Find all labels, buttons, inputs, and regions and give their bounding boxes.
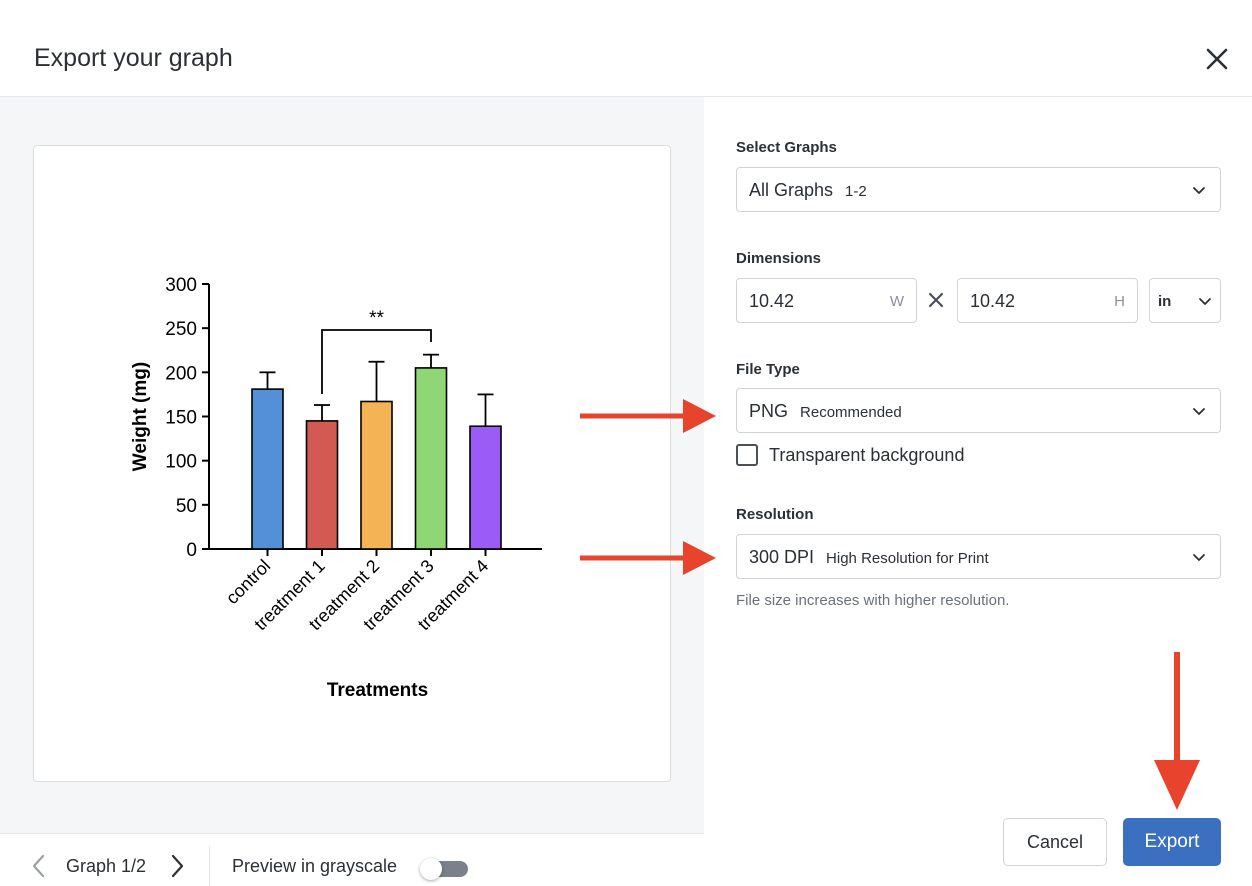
- resolution-hint: File size increases with higher resoluti…: [736, 592, 1010, 609]
- chevron-down-icon: [1193, 187, 1205, 194]
- dimensions-label: Dimensions: [736, 250, 822, 267]
- resolution-sub: High Resolution for Print: [826, 550, 989, 567]
- toggle-knob: [420, 858, 442, 880]
- resolution-dropdown[interactable]: 300 DPI High Resolution for Print: [736, 534, 1221, 579]
- bar-treatment-1: [305, 420, 339, 550]
- select-graphs-label: Select Graphs: [736, 139, 837, 156]
- close-icon: [1206, 48, 1228, 70]
- resolution-value: 300 DPI: [749, 547, 815, 567]
- grayscale-toggle[interactable]: [420, 858, 468, 880]
- graph-page-indicator: Graph 1/2: [66, 856, 147, 876]
- select-graphs-value: All Graphs: [749, 180, 834, 200]
- y-tick-label: 50: [176, 496, 197, 517]
- y-tick-label: 0: [186, 540, 197, 561]
- dialog-header: Export your graph: [0, 0, 1252, 97]
- graph-preview: 0 50 100 150 200 250 300 Weight (mg) control trea…: [33, 145, 671, 782]
- chevron-right-icon: [171, 854, 184, 878]
- file-type-value: PNG: [749, 401, 789, 421]
- significance-label: **: [369, 308, 384, 329]
- preview-pane: 0 50 100 150 200 250 300 Weight (mg) control trea…: [0, 97, 704, 833]
- grayscale-label: Preview in grayscale: [232, 856, 398, 876]
- arrow-export-annotation: [1154, 652, 1200, 810]
- resolution-value-wrap: 300 DPI High Resolution for Print: [749, 547, 989, 568]
- height-input[interactable]: 10.42 H: [957, 278, 1138, 323]
- next-graph-button[interactable]: [166, 852, 188, 880]
- select-graphs-dropdown[interactable]: All Graphs 1-2: [736, 167, 1221, 212]
- close-button[interactable]: [1200, 42, 1234, 76]
- export-button[interactable]: Export: [1123, 818, 1221, 866]
- y-tick-label: 200: [165, 363, 197, 384]
- width-value: 10.42: [749, 291, 795, 311]
- transparent-background-checkbox[interactable]: [736, 444, 758, 466]
- unit-dropdown[interactable]: in: [1149, 278, 1221, 323]
- arrow-resolution-annotation: [580, 541, 716, 575]
- times-icon: [928, 292, 944, 308]
- dialog-title: Export your graph: [34, 44, 233, 72]
- y-tick-label: 300: [165, 275, 197, 296]
- significance-bracket: [321, 329, 432, 394]
- y-tick-label: 250: [165, 319, 197, 340]
- footer-divider: [209, 846, 210, 886]
- chevron-down-icon: [1199, 298, 1211, 305]
- width-suffix: W: [889, 293, 904, 310]
- y-tick-label: 150: [165, 408, 197, 429]
- y-tick-label: 100: [165, 452, 197, 473]
- bar-treatment-2: [360, 400, 393, 550]
- file-type-label: File Type: [736, 361, 800, 378]
- transparent-background-label: Transparent background: [769, 445, 965, 465]
- resolution-label: Resolution: [736, 506, 814, 523]
- previous-graph-button[interactable]: [28, 852, 50, 880]
- preview-footer: Graph 1/2 Preview in grayscale: [0, 833, 704, 886]
- bar-control: [251, 388, 284, 550]
- file-type-dropdown[interactable]: PNG Recommended: [736, 388, 1221, 433]
- chevron-down-icon: [1193, 408, 1205, 415]
- unit-value: in: [1158, 293, 1172, 310]
- file-type-value-wrap: PNG Recommended: [749, 401, 902, 422]
- cancel-button[interactable]: Cancel: [1003, 818, 1107, 866]
- bar-treatment-3: [414, 367, 448, 550]
- select-graphs-sub: 1-2: [845, 183, 867, 200]
- arrow-file-type-annotation: [580, 399, 716, 433]
- height-suffix: H: [1114, 293, 1125, 310]
- width-input[interactable]: 10.42 W: [736, 278, 917, 323]
- x-axis-label: Treatments: [327, 680, 428, 701]
- chevron-down-icon: [1193, 554, 1205, 561]
- bar-treatment-4: [469, 425, 502, 550]
- y-axis-label: Weight (mg): [130, 362, 151, 471]
- height-value: 10.42: [970, 291, 1016, 311]
- select-graphs-value-wrap: All Graphs 1-2: [749, 180, 867, 201]
- x-tick-label: control: [222, 556, 274, 608]
- chevron-left-icon: [32, 854, 45, 878]
- file-type-sub: Recommended: [800, 404, 902, 421]
